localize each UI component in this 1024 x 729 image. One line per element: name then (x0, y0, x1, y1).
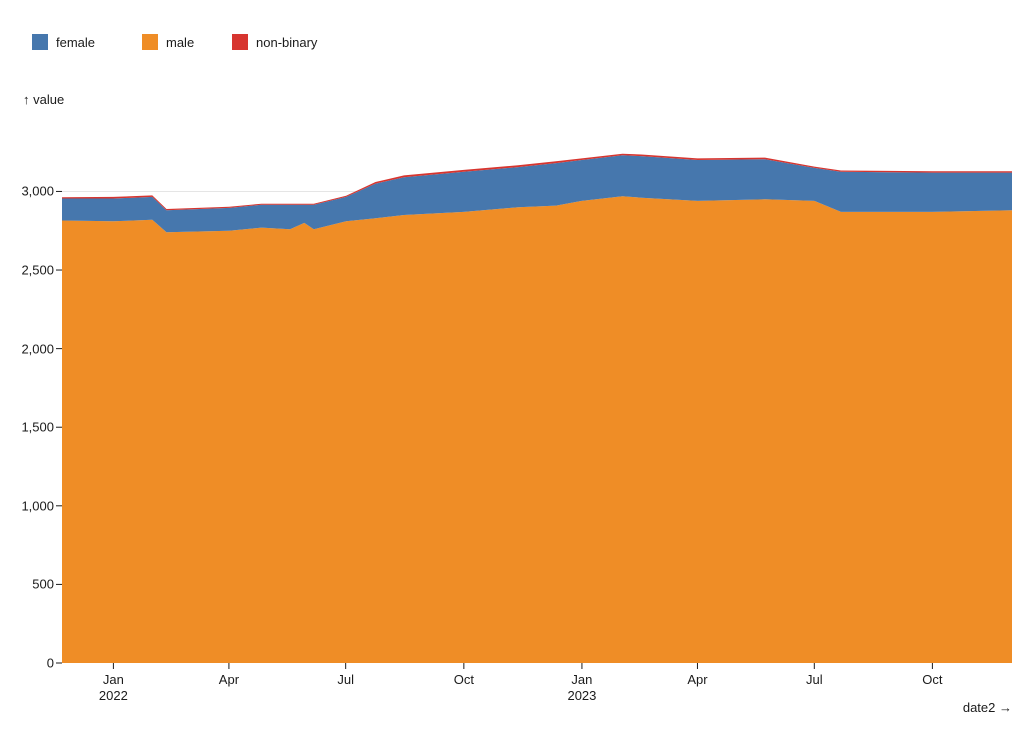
x-tick-label: Oct (454, 672, 474, 688)
y-tick-label: 500 (4, 577, 54, 592)
y-tick-label: 1,500 (4, 420, 54, 435)
y-tick-label: 0 (4, 656, 54, 671)
y-tick-label: 1,000 (4, 498, 54, 513)
x-tick-label: Apr (219, 672, 239, 688)
x-tick-label: Jan 2023 (567, 672, 596, 705)
x-tick-label: Jan 2022 (99, 672, 128, 705)
y-tick-label: 2,000 (4, 341, 54, 356)
x-tick-label: Jul (806, 672, 823, 688)
y-tick-label: 2,500 (4, 263, 54, 278)
x-tick-label: Oct (922, 672, 942, 688)
chart-container: femalemalenon-binary ↑ value date2 → 050… (0, 0, 1024, 729)
x-tick-label: Jul (337, 672, 354, 688)
x-tick-label: Apr (687, 672, 707, 688)
area-male (62, 196, 1012, 663)
y-tick-label: 3,000 (4, 184, 54, 199)
stacked-area-plot (0, 0, 1024, 729)
